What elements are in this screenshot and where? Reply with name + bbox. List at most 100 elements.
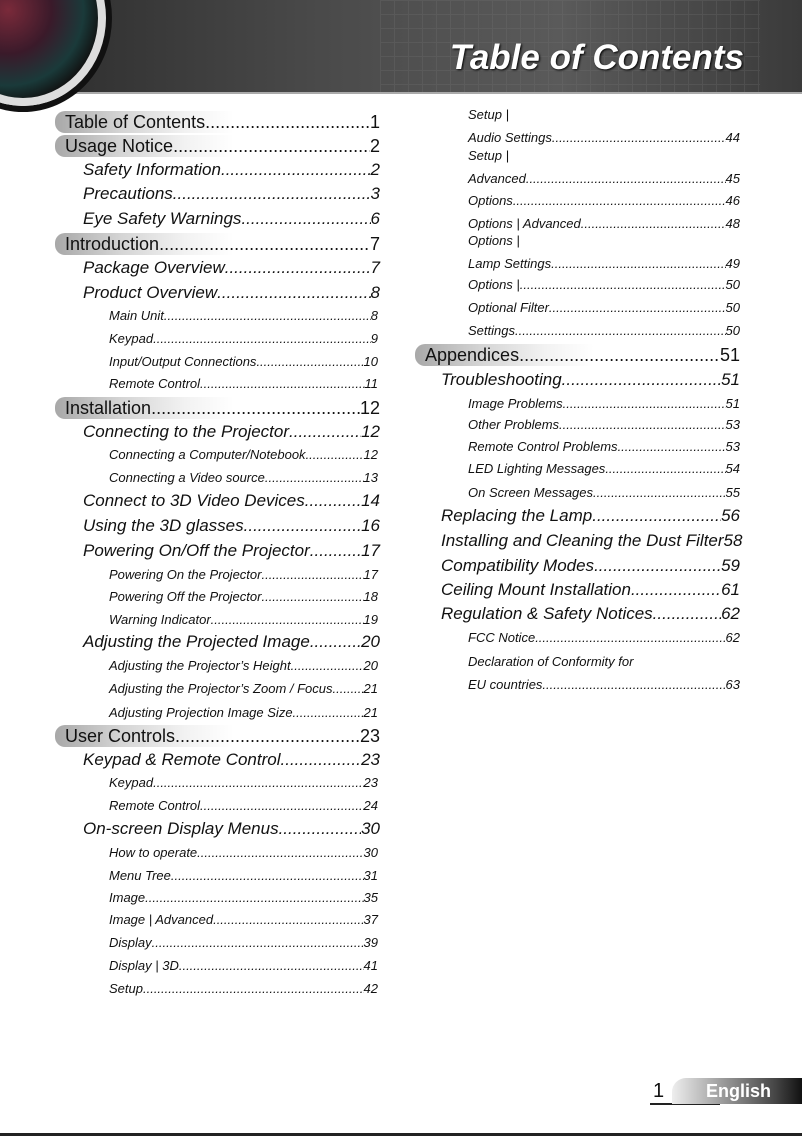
toc-entry-level2[interactable]: Powering On/Off the Projector...........…: [83, 541, 380, 561]
toc-entry-level1[interactable]: Table of Contents.......................…: [55, 111, 380, 133]
toc-entry-level3[interactable]: Keypad..................................…: [109, 775, 378, 791]
toc-entry-level2[interactable]: Connect to 3D Video Devices.............…: [83, 491, 380, 511]
entry-title: Eye Safety Warnings: [83, 209, 242, 228]
toc-entry-level3[interactable]: Options.................................…: [468, 193, 740, 209]
entry-page-number: 13: [363, 470, 378, 485]
toc-entry-level3[interactable]: Setup...................................…: [109, 981, 378, 997]
toc-entry-level2[interactable]: Adjusting the Projected Image...........…: [83, 632, 380, 652]
entry-page-number: 23: [363, 775, 378, 790]
toc-entry-level3[interactable]: Options |...............................…: [468, 277, 740, 293]
entry-page-number: 12: [361, 422, 380, 441]
toc-entry-level2[interactable]: Troubleshooting.........................…: [441, 370, 740, 390]
toc-entry-level1[interactable]: Installation............................…: [55, 397, 380, 419]
toc-entry-level3[interactable]: Remote Control Problems.................…: [468, 439, 740, 455]
entry-page-number: 10: [363, 354, 378, 369]
dot-leader: ........................................…: [243, 516, 362, 535]
dot-leader: ........................................…: [542, 677, 725, 692]
dot-leader: ........................................…: [217, 283, 370, 302]
toc-entry-level2[interactable]: Package Overview........................…: [83, 258, 380, 278]
entry-page-number: 61: [721, 580, 740, 599]
toc-entry-level1[interactable]: Introduction............................…: [55, 233, 380, 255]
entry-page-number: 23: [359, 726, 380, 746]
entry-title: Image | Advanced: [109, 912, 214, 927]
toc-entry-level2[interactable]: Replacing the Lamp......................…: [441, 506, 740, 526]
toc-entry-level3[interactable]: Settings................................…: [468, 323, 740, 339]
toc-entry-level3[interactable]: Display | 3D............................…: [109, 958, 378, 974]
toc-entry-level2[interactable]: Ceiling Mount Installation..............…: [441, 580, 740, 600]
toc-entry-level3[interactable]: Display.................................…: [109, 935, 378, 951]
dot-leader: ........................................…: [142, 981, 364, 996]
dot-leader: ........................................…: [151, 935, 364, 950]
toc-entry-level3[interactable]: EU countries............................…: [468, 677, 740, 693]
toc-entry-level1[interactable]: Appendices..............................…: [415, 344, 740, 366]
dot-leader: ........................................…: [332, 681, 364, 696]
toc-entry-level3[interactable]: LED Lighting Messages...................…: [468, 461, 740, 477]
dot-leader: ........................................…: [309, 541, 362, 560]
toc-entry-level3[interactable]: Connecting a Computer/Notebook..........…: [109, 447, 378, 463]
entry-title: Powering On/Off the Projector: [83, 541, 310, 560]
dot-leader: ........................................…: [309, 632, 362, 651]
toc-entry-level3[interactable]: Remote Control..........................…: [109, 798, 378, 814]
toc-entry-level3[interactable]: Other Problems..........................…: [468, 417, 740, 433]
toc-entry-level1[interactable]: User Controls...........................…: [55, 725, 380, 747]
entry-title: Audio Settings: [468, 130, 552, 145]
toc-entry-level2[interactable]: Compatibility Modes.....................…: [441, 556, 740, 576]
toc-entry-level2[interactable]: Product Overview........................…: [83, 283, 380, 303]
entry-page-number: 50: [725, 300, 740, 315]
toc-entry-level3[interactable]: Menu Tree...............................…: [109, 868, 378, 884]
toc-entry-level3[interactable]: Adjusting the Projector’s Height........…: [109, 658, 378, 674]
entry-page-number: 14: [361, 491, 380, 510]
toc-entry-level3[interactable]: Image...................................…: [109, 890, 378, 906]
toc-entry-level1[interactable]: Usage Notice............................…: [55, 135, 380, 157]
entry-title: Adjusting the Projector’s Zoom / Focus: [109, 681, 333, 696]
toc-entry-level3[interactable]: Remote Control..........................…: [109, 376, 378, 392]
toc-entry-level2[interactable]: Connecting to the Projector.............…: [83, 422, 380, 442]
toc-entry-level3[interactable]: Adjusting the Projector’s Zoom / Focus..…: [109, 681, 378, 697]
toc-entry-level3[interactable]: FCC Notice..............................…: [468, 630, 740, 646]
toc-entry-level2[interactable]: Precautions.............................…: [83, 184, 380, 204]
toc-entry-level3[interactable]: Connecting a Video source...............…: [109, 470, 378, 486]
entry-title: Adjusting the Projected Image: [83, 632, 310, 651]
toc-entry-level2[interactable]: Keypad & Remote Control.................…: [83, 750, 380, 770]
dot-leader: ........................................…: [280, 750, 362, 769]
dot-leader: ........................................…: [630, 580, 721, 599]
toc-entry-level2[interactable]: On-screen Display Menus.................…: [83, 819, 380, 839]
toc-entry-level3[interactable]: Powering On the Projector...............…: [109, 567, 378, 583]
toc-entry-level2[interactable]: Safety Information......................…: [83, 160, 380, 180]
toc-entry-level3[interactable]: Powering Off the Projector..............…: [109, 589, 378, 605]
entry-page-number: 17: [361, 541, 380, 560]
toc-entry-level3[interactable]: Optional Filter.........................…: [468, 300, 740, 316]
entry-page-number: 1: [369, 112, 380, 132]
toc-entry-level3[interactable]: Image Problems..........................…: [468, 396, 740, 412]
entry-title: Powering On the Projector: [109, 567, 262, 582]
toc-entry-level3[interactable]: How to operate..........................…: [109, 845, 378, 861]
toc-entry-level3[interactable]: Input/Output Connections................…: [109, 354, 378, 370]
toc-entry-level3[interactable]: Options | Advanced......................…: [468, 216, 740, 232]
entry-title: Main Unit: [109, 308, 164, 323]
entry-title: User Controls: [65, 726, 176, 746]
toc-entry-level3[interactable]: Adjusting Projection Image Size.........…: [109, 705, 378, 721]
grid-decoration: [380, 0, 760, 92]
toc-entry-level2[interactable]: Using the 3D glasses....................…: [83, 516, 380, 536]
toc-entry-prefix: Setup |: [468, 148, 509, 163]
toc-entry-level2[interactable]: Installing and Cleaning the Dust Filter.…: [441, 531, 742, 551]
toc-entry-level3[interactable]: Image | Advanced........................…: [109, 912, 378, 928]
toc-entry-level3[interactable]: Advanced................................…: [468, 171, 740, 187]
entry-title: LED Lighting Messages: [468, 461, 606, 476]
entry-title: EU countries: [468, 677, 543, 692]
toc-entry-level3[interactable]: On Screen Messages......................…: [468, 485, 740, 501]
projector-lens-image: [0, 0, 106, 106]
entry-page-number: 53: [725, 417, 740, 432]
toc-entry-level3[interactable]: Audio Settings..........................…: [468, 130, 740, 146]
toc-entry-level3[interactable]: Main Unit...............................…: [109, 308, 378, 324]
entry-page-number: 7: [370, 258, 380, 277]
toc-entry-level3[interactable]: Keypad..................................…: [109, 331, 378, 347]
entry-page-number: 50: [725, 323, 740, 338]
entry-page-number: 44: [725, 130, 740, 145]
toc-entry-level2[interactable]: Regulation & Safety Notices.............…: [441, 604, 740, 624]
toc-entry-level3[interactable]: Warning Indicator.......................…: [109, 612, 378, 628]
entry-title: Keypad & Remote Control: [83, 750, 281, 769]
toc-entry-level3[interactable]: Lamp Settings...........................…: [468, 256, 740, 272]
entry-page-number: 51: [719, 345, 740, 365]
toc-entry-level2[interactable]: Eye Safety Warnings.....................…: [83, 209, 380, 229]
